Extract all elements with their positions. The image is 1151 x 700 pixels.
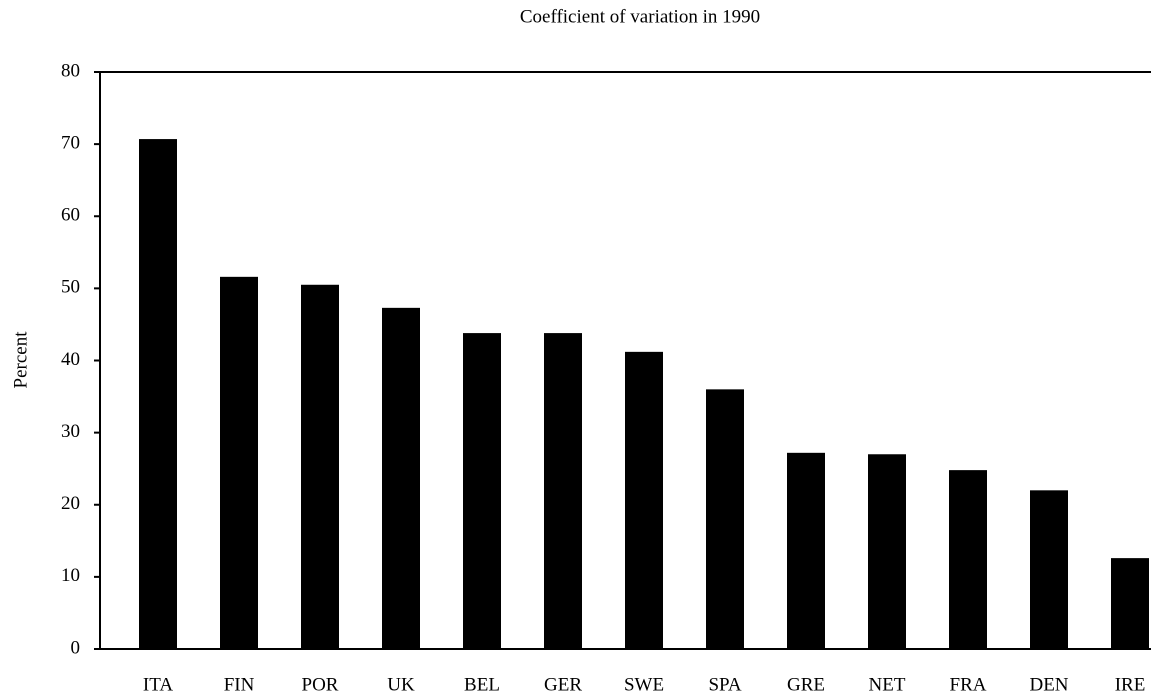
x-tick-label: GRE	[787, 674, 825, 695]
bar	[787, 452, 825, 649]
bar	[1030, 490, 1068, 649]
x-tick-label: IRE	[1115, 674, 1146, 695]
y-axis-label: Percent	[10, 331, 31, 389]
y-tick-label: 70	[61, 132, 80, 153]
x-tick-label: GER	[544, 674, 582, 695]
bar	[301, 284, 339, 649]
bar	[544, 333, 582, 649]
bar	[463, 333, 501, 649]
x-tick-label: SPA	[708, 674, 741, 695]
x-tick-label: SWE	[624, 674, 664, 695]
bar	[220, 276, 258, 649]
x-tick-label: ITA	[143, 674, 173, 695]
bar	[868, 454, 906, 649]
bar	[625, 351, 663, 649]
y-tick-label: 0	[71, 637, 81, 658]
x-tick-label: DEN	[1029, 674, 1068, 695]
bar	[382, 307, 420, 649]
x-tick-label: NET	[869, 674, 906, 695]
x-tick-label: FRA	[950, 674, 987, 695]
x-tick-label: POR	[302, 674, 339, 695]
y-tick-label: 50	[61, 277, 80, 298]
x-tick-label: FIN	[224, 674, 255, 695]
y-tick-label: 30	[61, 421, 80, 442]
y-tick-label: 60	[61, 205, 80, 226]
y-tick-label: 10	[61, 565, 80, 586]
bar	[1111, 558, 1149, 649]
bar	[139, 139, 177, 650]
y-tick-label: 20	[61, 493, 80, 514]
bar	[949, 470, 987, 649]
chart-title: Coefficient of variation in 1990	[520, 6, 760, 27]
y-tick-label: 80	[61, 60, 80, 81]
x-tick-label: BEL	[464, 674, 500, 695]
bar	[706, 389, 744, 649]
y-tick-label: 40	[61, 349, 80, 370]
x-tick-label: UK	[387, 674, 415, 695]
